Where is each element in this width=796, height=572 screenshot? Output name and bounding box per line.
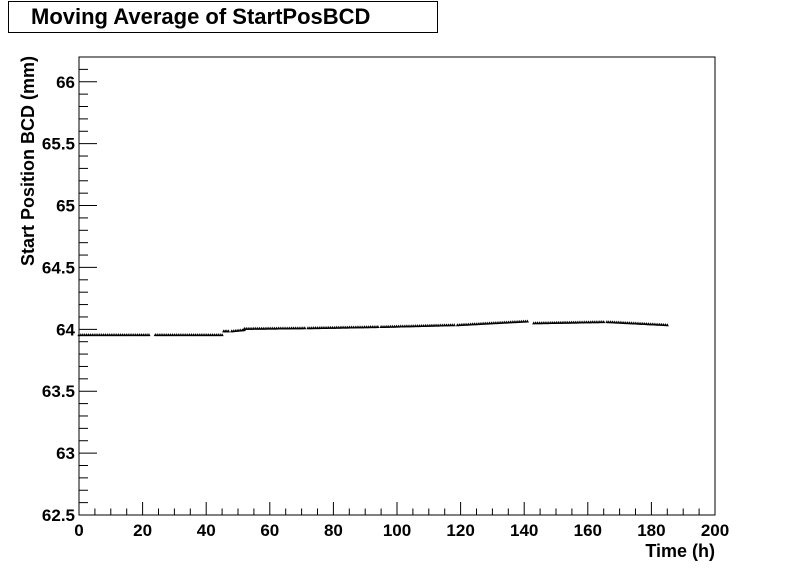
x-tick-label: 180 (637, 521, 665, 540)
data-point (147, 333, 151, 337)
x-tick-label: 160 (574, 521, 602, 540)
data-point (525, 319, 529, 323)
data-point (376, 325, 380, 329)
data-point (665, 323, 669, 327)
x-axis-label: Time (h) (645, 541, 715, 561)
data-point (220, 333, 224, 337)
plot-frame (78, 56, 716, 516)
x-tick-label: 40 (197, 521, 216, 540)
data-points (77, 319, 669, 337)
y-tick-label: 65 (56, 197, 75, 216)
y-tick-label: 63 (56, 444, 75, 463)
x-tick-label: 100 (383, 521, 411, 540)
axes-group: 0 20 40 60 80 100 120 140 160 180 200 62.5 63 63.5 64 6… (42, 56, 729, 540)
data-point (226, 329, 231, 333)
data-point (452, 323, 456, 327)
y-tick-label: 65.5 (42, 135, 75, 154)
y-tick-label: 64 (56, 320, 75, 339)
x-tick-label: 200 (701, 521, 729, 540)
y-tick-label: 64.5 (42, 258, 75, 277)
x-tick-label: 60 (260, 521, 279, 540)
x-tick-label: 20 (133, 521, 152, 540)
x-tick-label: 0 (74, 521, 83, 540)
data-point (602, 320, 606, 324)
chart-title: Moving Average of StartPosBCD (8, 1, 438, 33)
x-tick-label: 140 (510, 521, 538, 540)
data-point (303, 326, 307, 330)
y-tick-label: 63.5 (42, 382, 75, 401)
x-tick-label: 120 (446, 521, 474, 540)
y-tick-label: 66 (56, 73, 75, 92)
x-tick-label: 80 (324, 521, 343, 540)
y-tick-label: 62.5 (42, 506, 75, 525)
y-axis-label: Start Position BCD (mm) (18, 56, 38, 266)
